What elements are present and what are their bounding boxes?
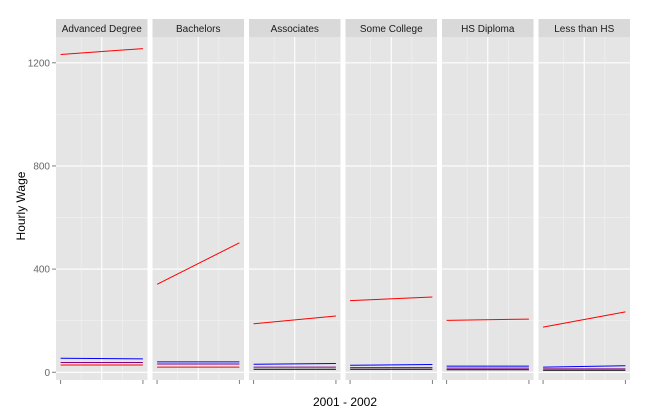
facet-strip (442, 19, 534, 37)
facet-panel: HS Diploma (442, 19, 534, 384)
y-tick-label: 0 (44, 368, 50, 379)
series-line (60, 357, 143, 360)
facet-strip (152, 19, 244, 37)
facet-panels: Advanced Degree Bachelors Associates Some C… (56, 19, 630, 384)
facet-panel: Associates (249, 19, 341, 384)
series-line (350, 296, 433, 302)
y-tick-label: 800 (33, 161, 50, 172)
y-axis-title: Hourly Wage (14, 171, 28, 240)
series-line (543, 365, 626, 368)
y-tick-label: 1200 (28, 58, 51, 69)
series-line (156, 242, 240, 285)
series-line (60, 48, 143, 55)
facet-panel: Advanced Degree (56, 19, 148, 384)
facet-panel: Bachelors (152, 19, 244, 384)
facet-strip-label: Associates (271, 24, 319, 35)
y-tick-label: 400 (33, 265, 50, 276)
y-axis: 0 400 800 1200 (28, 58, 56, 379)
facet-panel: Some College (345, 19, 437, 384)
series-line (543, 311, 626, 328)
x-axis-title: 2001 - 2002 (313, 395, 377, 409)
facet-strip-label: Bachelors (176, 24, 220, 35)
facet-strip (538, 19, 630, 37)
facet-strip-label: Less than HS (554, 24, 614, 35)
facet-strip (249, 19, 341, 37)
facet-strip-label: Some College (360, 24, 423, 35)
facet-panel: Less than HS (538, 19, 630, 384)
facet-strip-label: Advanced Degree (62, 24, 142, 35)
series-line (253, 363, 336, 365)
series-line (446, 318, 529, 321)
facet-strip (345, 19, 437, 37)
facet-strip-label: HS Diploma (461, 24, 515, 35)
series-line (253, 315, 336, 325)
facet-strip (56, 19, 148, 37)
series-line (350, 364, 433, 366)
